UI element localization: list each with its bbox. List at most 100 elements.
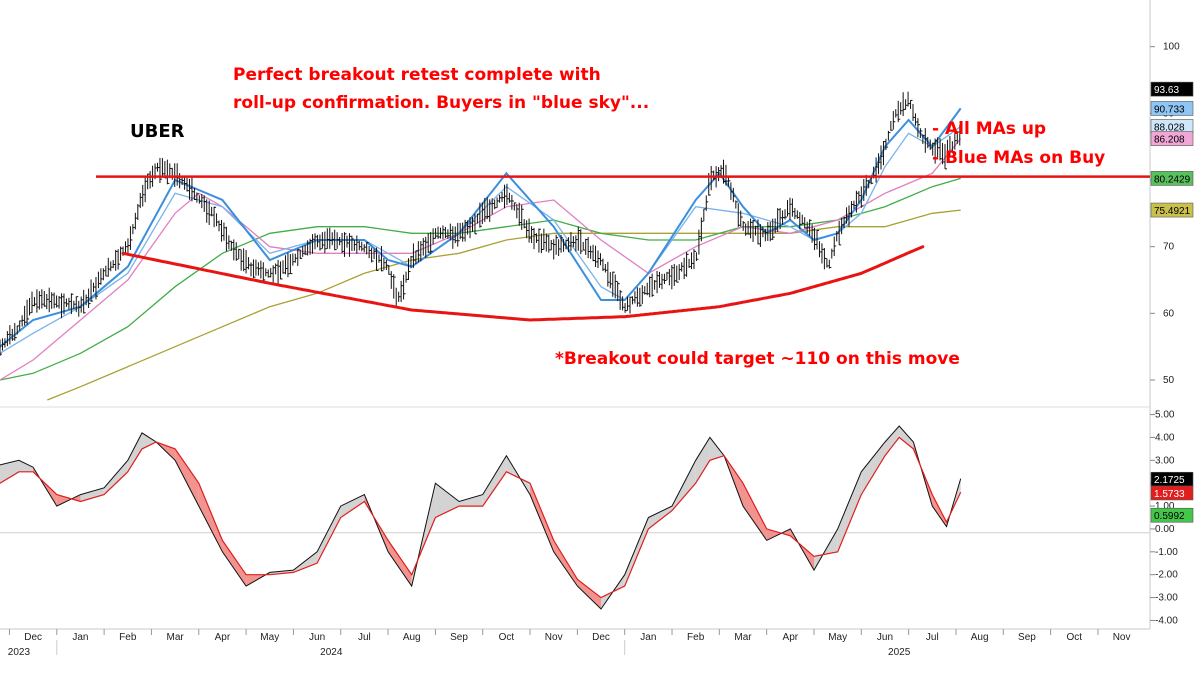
osc-tick-label: -3.00 xyxy=(1155,593,1178,604)
oscillator-band xyxy=(0,460,19,484)
month-label: Aug xyxy=(971,632,989,643)
oscillator-fill xyxy=(0,426,961,609)
oscillator-band xyxy=(553,540,578,587)
ma-last-tag: 75.4921 xyxy=(1154,206,1191,217)
year-label: 2025 xyxy=(888,647,911,658)
oscillator-band xyxy=(530,483,554,552)
osc-fast-last-tag: 2.1725 xyxy=(1154,475,1185,486)
month-label: Jun xyxy=(877,632,893,643)
price-bars xyxy=(0,91,962,357)
osc-tick-label: -2.00 xyxy=(1155,570,1178,581)
moving-average-line xyxy=(47,209,961,401)
headline-line-2: roll-up confirmation. Buyers in "blue sk… xyxy=(233,93,649,113)
oscillator-band xyxy=(104,460,128,495)
oscillator-band xyxy=(127,432,142,472)
oscillator-band xyxy=(743,483,767,541)
osc-slow-last-tag-box xyxy=(1150,485,1194,501)
target-annotation: *Breakout could target ~110 on this move xyxy=(555,349,960,369)
oscillator-band xyxy=(624,517,649,587)
note-blue-mas-buy: - Blue MAs on Buy xyxy=(932,148,1105,168)
oscillator-lines xyxy=(0,425,962,610)
oscillator-band xyxy=(672,460,696,511)
moving-average-line xyxy=(0,125,962,354)
price-tick-label: 100 xyxy=(1163,42,1180,53)
oscillator-band xyxy=(317,506,341,564)
month-label: Sep xyxy=(450,632,468,643)
month-label: Sep xyxy=(1018,632,1036,643)
osc-diff-last-tag-box xyxy=(1150,507,1194,523)
oscillator-band xyxy=(482,455,507,507)
oscillator-band xyxy=(198,483,223,552)
month-label: Nov xyxy=(1113,632,1131,643)
price-tick-label: 50 xyxy=(1163,375,1175,386)
ma-last-tag-box xyxy=(1150,202,1194,218)
ma-last-tag: 86.208 xyxy=(1154,135,1185,146)
cup-base-curve xyxy=(121,245,925,322)
moving-average-line xyxy=(0,107,962,348)
osc-tick-label: 0.00 xyxy=(1155,524,1175,535)
month-label: Jul xyxy=(358,632,371,643)
month-label: Jan xyxy=(72,632,88,643)
oscillator-band xyxy=(837,471,862,552)
oscillator-band xyxy=(175,448,199,507)
oscillator-band xyxy=(648,506,673,529)
month-label: May xyxy=(260,632,279,643)
month-label: Jul xyxy=(926,632,939,643)
osc-tick-label: 3.00 xyxy=(1155,455,1175,466)
oscillator-band xyxy=(141,432,157,449)
month-label: Feb xyxy=(119,632,137,643)
osc-slow-last-tag: 1.5733 xyxy=(1154,489,1185,500)
oscillator-band xyxy=(899,426,914,449)
oscillator-band xyxy=(18,460,34,472)
osc-tick-label: 1.00 xyxy=(1155,501,1175,512)
oscillator-band xyxy=(56,494,81,507)
headline-line-1: Perfect breakout retest complete with xyxy=(233,65,601,85)
ticker-label: UBER xyxy=(130,121,185,142)
ma-last-tag-box xyxy=(1150,101,1194,116)
oscillator-band xyxy=(709,437,725,461)
month-label: Nov xyxy=(545,632,563,643)
month-label: Feb xyxy=(687,632,705,643)
month-label: Jan xyxy=(640,632,656,643)
plot-frame xyxy=(0,0,1151,630)
ma-last-tag: 90.733 xyxy=(1154,104,1185,115)
month-label: Apr xyxy=(215,632,231,643)
last-price-tag-box xyxy=(1150,81,1194,97)
oscillator-band xyxy=(459,494,483,507)
oscillator-slow-line xyxy=(0,436,962,599)
moving-average-line xyxy=(0,138,962,381)
oscillator-band xyxy=(861,442,885,495)
osc-tick-label: 5.00 xyxy=(1155,410,1175,421)
osc-tick-label: 4.00 xyxy=(1155,432,1175,443)
ma-last-tag-box xyxy=(1150,171,1194,186)
oscillator-band xyxy=(813,528,838,571)
month-label: Apr xyxy=(783,632,799,643)
ma-last-tag: 88.028 xyxy=(1154,122,1185,133)
month-label: Oct xyxy=(499,632,515,643)
month-label: Jun xyxy=(309,632,325,643)
osc-tick-label: -4.00 xyxy=(1155,615,1178,626)
year-label: 2023 xyxy=(8,647,31,658)
osc-diff-last-tag: 0.5992 xyxy=(1154,511,1185,522)
oscillator-band xyxy=(340,494,365,518)
month-label: May xyxy=(828,632,847,643)
oscillator-band xyxy=(388,540,412,587)
month-label: Mar xyxy=(734,632,752,643)
annotation-overlays xyxy=(96,175,1150,322)
time-axis: Dec Jan Feb Mar Apr May Jun Jul Aug Sep Oct Nov Dec J… xyxy=(8,629,1131,658)
osc-tick-label: -1.00 xyxy=(1155,547,1178,558)
month-label: Mar xyxy=(166,632,184,643)
month-label: Aug xyxy=(403,632,421,643)
oscillator-band xyxy=(884,426,900,456)
moving-averages xyxy=(0,107,962,401)
oscillator-band xyxy=(80,487,105,502)
month-label: Oct xyxy=(1066,632,1082,643)
month-label: Dec xyxy=(24,632,42,643)
last-value-tags: 93.63 90.733 88.028 86.208 80.2429 75.4921 2.1… xyxy=(1150,81,1194,523)
ma-last-tag-box xyxy=(1150,131,1194,146)
note-all-mas-up: - All MAs up xyxy=(932,119,1046,139)
month-label: Dec xyxy=(592,632,610,643)
oscillator-band xyxy=(222,540,247,587)
price-tick-label: 70 xyxy=(1163,242,1175,253)
